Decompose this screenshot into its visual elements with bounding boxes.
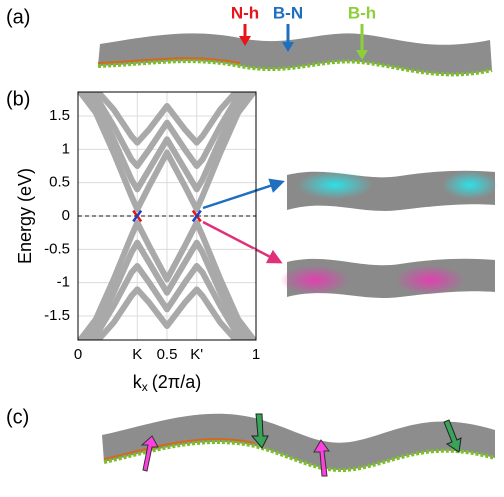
x-axis-label-rest: (2π/a) bbox=[152, 372, 201, 392]
x-tick-label: K bbox=[132, 346, 142, 363]
annotation: B-N bbox=[273, 3, 303, 22]
x-tick-label: 1 bbox=[252, 346, 260, 363]
y-tick-label: -0.5 bbox=[44, 240, 70, 257]
x-tick-label: 0.5 bbox=[157, 346, 178, 363]
x-tick-label: 0 bbox=[74, 346, 82, 363]
edge-state bbox=[442, 171, 498, 199]
x-axis-label: kx(2π/a) bbox=[133, 372, 201, 394]
annotation: B-h bbox=[348, 3, 376, 22]
x-tick-label: K' bbox=[190, 346, 203, 363]
band-plot: Energy (eV) kx(2π/a) -1.5-1-0.500.511.50… bbox=[15, 83, 260, 395]
y-tick-label: 0 bbox=[62, 207, 70, 224]
panel-label: (a) bbox=[6, 6, 30, 28]
pointer-arrow bbox=[203, 222, 280, 262]
edge-state bbox=[280, 265, 350, 295]
y-tick-label: 1 bbox=[62, 140, 70, 157]
edge-state bbox=[395, 265, 465, 295]
y-tick-label: 1.5 bbox=[49, 107, 70, 124]
annotation: N-h bbox=[231, 3, 259, 22]
ribbon bbox=[102, 414, 495, 470]
x-axis-label-sub: x bbox=[142, 380, 148, 394]
figure: (a) (b) (c) Energy (eV) kx(2π/a) -1.5-1-… bbox=[0, 0, 504, 492]
pointer-arrow bbox=[203, 182, 282, 208]
y-tick-label: -1 bbox=[57, 274, 70, 291]
y-tick-label: -1.5 bbox=[44, 307, 70, 324]
panel-label: (b) bbox=[6, 88, 30, 110]
panel-label: (c) bbox=[6, 406, 29, 428]
y-axis-label: Energy (eV) bbox=[15, 168, 35, 264]
y-tick-label: 0.5 bbox=[49, 174, 70, 191]
edge-state bbox=[297, 171, 373, 199]
